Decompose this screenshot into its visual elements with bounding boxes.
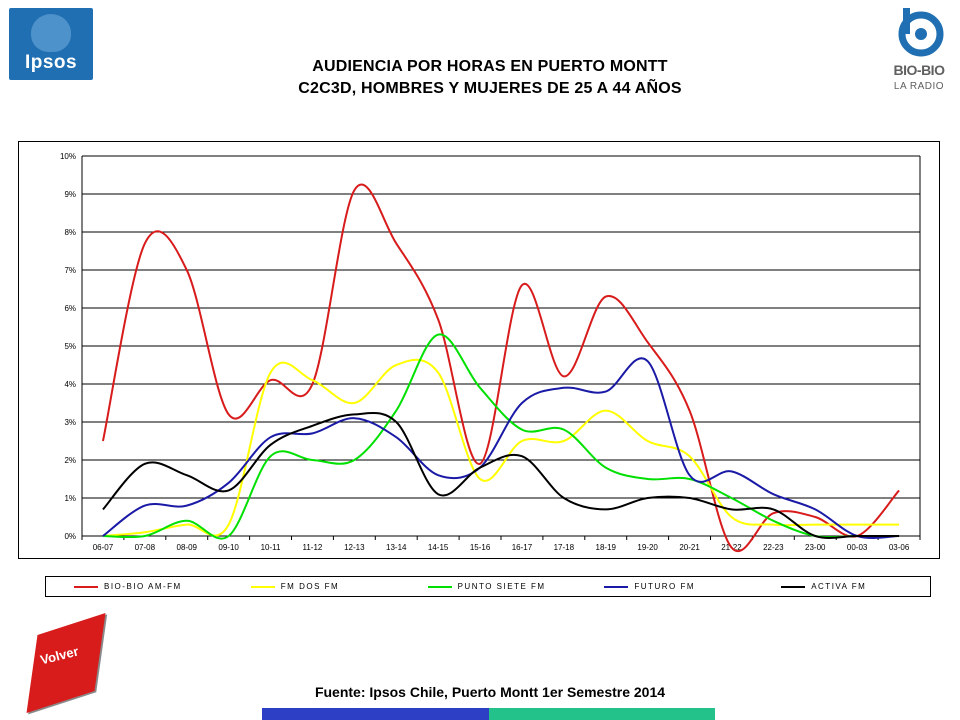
biobio-mark-icon — [898, 8, 944, 57]
series-line-2 — [102, 333, 900, 540]
chart-legend: BIO-BIO AM-FM FM DOS FM PUNTO SIETE FM FUTU… — [45, 576, 931, 597]
x-tick-label: 10-11 — [261, 543, 281, 552]
legend-item: FM DOS FM — [223, 582, 400, 591]
ipsos-logo-text: Ipsos — [24, 52, 78, 73]
line-chart: 0% 1% 2% 3% 4% 5% 6% 7% 8% 9% 10% 06-07 07-08 08-09 09… — [60, 152, 921, 552]
x-tick-label: 12-13 — [344, 543, 365, 552]
chart-area: 0% 1% 2% 3% 4% 5% 6% 7% 8% 9% 10% 06-07 07-08 08-09 09… — [18, 141, 940, 559]
volver-button[interactable]: Volver — [18, 612, 118, 714]
biobio-logo: BIO-BIO LA RADIO — [884, 6, 954, 98]
legend-label: ACTIVA FM — [811, 582, 867, 591]
x-tick-label: 20-21 — [679, 543, 700, 552]
x-tick-label: 15-16 — [470, 543, 491, 552]
y-tick-label: 3% — [64, 418, 76, 427]
x-tick-label: 03-06 — [889, 543, 910, 552]
chart-title-line2: C2C3D, HOMBRES Y MUJERES DE 25 A 44 AÑOS — [298, 80, 682, 97]
y-tick-label: 10% — [60, 152, 76, 161]
y-tick-label: 7% — [64, 266, 76, 275]
legend-swatch — [427, 585, 452, 588]
legend-swatch — [74, 585, 98, 588]
legend-item: BIO-BIO AM-FM — [46, 582, 223, 591]
footer-bar-blue — [262, 708, 489, 720]
biobio-logo-sub: LA RADIO — [893, 81, 945, 92]
x-tick-label: 08-09 — [177, 543, 198, 552]
x-tick-label: 16-17 — [512, 543, 533, 552]
y-tick-label: 4% — [64, 380, 76, 389]
x-tick-label: 23-00 — [805, 543, 826, 552]
legend-label: PUNTO SIETE FM — [457, 582, 546, 591]
legend-item: FUTURO FM — [576, 582, 753, 591]
x-tick-label: 18-19 — [596, 543, 617, 552]
series-line-4 — [102, 411, 900, 539]
x-tick-label: 17-18 — [554, 543, 575, 552]
x-tick-label: 19-20 — [637, 543, 658, 552]
volver-button-shape — [26, 612, 106, 714]
series-line-1 — [102, 358, 900, 537]
ipsos-head-icon — [31, 14, 71, 52]
legend-swatch — [604, 585, 629, 588]
y-tick-label: 0% — [64, 532, 76, 541]
legend-swatch — [250, 585, 275, 588]
legend-label: FUTURO FM — [634, 582, 695, 591]
ipsos-logo: Ipsos — [9, 8, 93, 80]
legend-label: FM DOS FM — [280, 582, 340, 591]
series-line-3 — [102, 357, 900, 539]
x-tick-label: 13-14 — [386, 543, 407, 552]
legend-item: PUNTO SIETE FM — [400, 582, 577, 591]
x-tick-label: 09-10 — [218, 543, 239, 552]
y-tick-label: 1% — [64, 494, 76, 503]
x-tick-label: 22-23 — [763, 543, 784, 552]
x-tick-label: 00-03 — [847, 543, 868, 552]
legend-swatch — [781, 585, 806, 588]
x-tick-label: 06-07 — [93, 543, 114, 552]
legend-label: BIO-BIO AM-FM — [104, 582, 182, 591]
y-tick-label: 8% — [64, 228, 76, 237]
y-tick-label: 2% — [64, 456, 76, 465]
y-tick-label: 5% — [64, 342, 76, 351]
chart-title-line1: AUDIENCIA POR HORAS EN PUERTO MONTT — [312, 58, 668, 75]
x-tick-label: 14-15 — [428, 543, 449, 552]
footer-bar-teal — [489, 708, 715, 720]
source-note: Fuente: Ipsos Chile, Puerto Montt 1er Se… — [314, 684, 666, 700]
y-tick-label: 9% — [64, 190, 76, 199]
legend-item: ACTIVA FM — [753, 582, 930, 591]
series-line-0 — [101, 183, 900, 552]
x-tick-label: 11-12 — [303, 543, 323, 552]
biobio-logo-text: BIO-BIO — [893, 62, 945, 78]
x-tick-label: 07-08 — [135, 543, 156, 552]
y-tick-label: 6% — [64, 304, 76, 313]
